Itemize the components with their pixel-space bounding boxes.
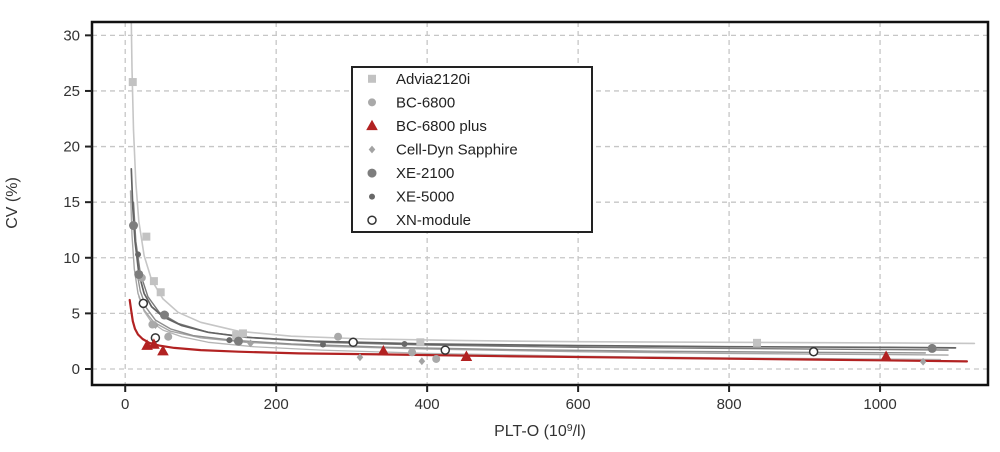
marker-circle-icon (164, 332, 173, 341)
marker-circle-icon (226, 337, 233, 344)
marker-diamond-icon (919, 357, 927, 366)
marker-diamond-icon (418, 357, 426, 366)
legend-box (351, 66, 593, 233)
marker-triangle-icon (366, 119, 378, 131)
marker-circle-icon (368, 98, 376, 107)
marker-circle-icon (408, 348, 417, 357)
marker-circle-icon (401, 340, 408, 347)
legend-item-xe-2100: XE-2100 (367, 165, 454, 182)
marker-diamond-icon (368, 145, 376, 154)
legend-label: XE-5000 (396, 189, 454, 206)
marker-triangle-icon (157, 344, 169, 356)
legend-label: BC-6800 (396, 94, 455, 111)
legend-item-bc-6800: BC-6800 (368, 94, 455, 111)
marker-circle-icon (159, 310, 169, 320)
trend-curve-advia2120i (130, 22, 976, 345)
legend-label: Cell-Dyn Sapphire (396, 142, 518, 159)
y-tick-label: 0 (72, 361, 80, 378)
marker-open-circle-icon (367, 215, 377, 225)
marker-square-icon (156, 288, 165, 297)
marker-square-icon (232, 331, 241, 340)
series-points-bc-6800-plus (141, 338, 892, 361)
marker-square-icon (416, 338, 425, 347)
axis-ticks (85, 34, 882, 392)
marker-square-icon (128, 78, 137, 87)
series-points-xe-2100 (129, 221, 937, 353)
marker-circle-icon (432, 354, 441, 363)
x-axis-label: PLT-O (109/l) (494, 422, 586, 440)
marker-circle-icon (319, 341, 326, 348)
series-points-xe-5000 (135, 251, 408, 348)
marker-open-circle-icon (348, 337, 358, 348)
x-tick-label: 600 (566, 396, 591, 413)
legend-item-bc-6800-plus: BC-6800 plus (366, 118, 487, 135)
axis-tick-labels: 0 200 400 600 800 1000 0 5 10 15 20 25 30 (63, 27, 896, 413)
x-tick-label: 1000 (863, 396, 896, 413)
legend-item-cell-dyn-sapphire: Cell-Dyn Sapphire (368, 142, 518, 159)
marker-open-circle-icon (138, 298, 149, 309)
marker-square-icon (238, 329, 247, 338)
x-tick-label: 0 (121, 396, 129, 413)
marker-circle-icon (135, 251, 142, 258)
marker-circle-icon (129, 221, 139, 231)
marker-circle-icon (334, 332, 343, 341)
marker-triangle-icon (377, 344, 390, 356)
legend-label: BC-6800 plus (396, 118, 487, 135)
marker-circle-icon (233, 336, 243, 346)
legend-item-xn-module: XN-module (367, 212, 471, 229)
marker-diamond-icon (247, 339, 254, 348)
legend-label: Advia2120i (396, 71, 470, 88)
marker-open-circle-icon (440, 345, 451, 355)
trend-curve-bc-6800-plus (128, 298, 968, 363)
plot-border (90, 20, 990, 387)
x-tick-label: 200 (264, 396, 289, 413)
marker-circle-icon (367, 168, 377, 178)
data-points (128, 78, 937, 366)
y-tick-label: 25 (63, 83, 80, 100)
marker-square-icon (149, 277, 158, 286)
legend-label: XE-2100 (396, 165, 454, 182)
legend: Advia2120i BC-6800 BC-6800 plus Cell-Dyn Sa… (351, 66, 593, 233)
x-tick-label: 800 (717, 396, 742, 413)
legend-label: XN-module (396, 212, 471, 229)
marker-triangle-icon (880, 350, 892, 361)
marker-square-icon (142, 232, 151, 241)
y-tick-label: 20 (63, 139, 80, 156)
y-axis-label: CV (%) (4, 177, 21, 229)
marker-diamond-icon (356, 353, 364, 362)
marker-triangle-icon (148, 338, 160, 349)
marker-square-icon (753, 338, 762, 347)
legend-item-advia2120i: Advia2120i (368, 71, 470, 88)
marker-circle-icon (134, 269, 144, 279)
legend-item-xe-5000: XE-5000 (369, 189, 454, 206)
y-tick-label: 30 (63, 27, 80, 44)
y-tick-label: 10 (63, 250, 80, 267)
y-tick-label: 5 (72, 305, 80, 322)
y-tick-label: 15 (63, 194, 80, 211)
marker-open-circle-icon (808, 346, 819, 357)
marker-circle-icon (927, 343, 937, 353)
marker-triangle-icon (460, 350, 473, 361)
x-tick-label: 400 (415, 396, 440, 413)
marker-square-icon (368, 74, 376, 83)
marker-circle-icon (369, 193, 375, 200)
series-points-advia2120i (128, 78, 762, 347)
marker-circle-icon (148, 320, 157, 329)
